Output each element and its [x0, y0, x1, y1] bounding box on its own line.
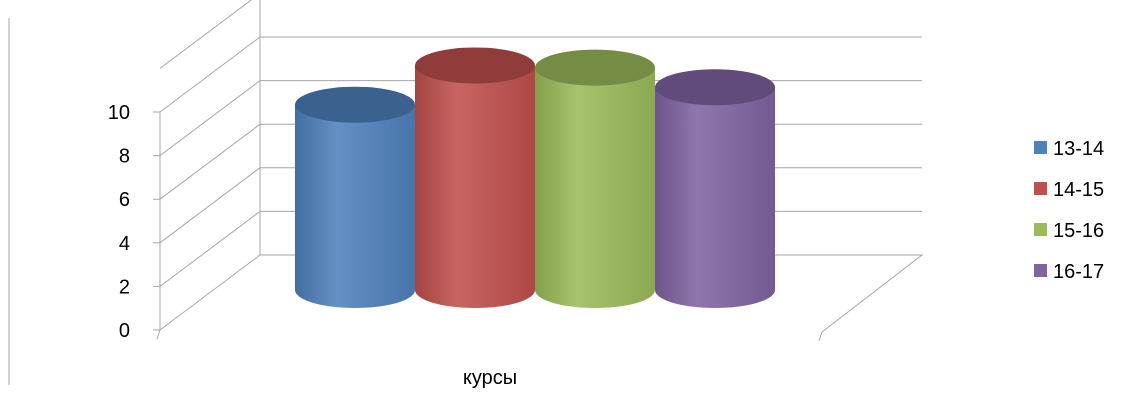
bar-14-15	[415, 47, 535, 309]
legend-swatch	[1034, 141, 1047, 154]
side-gridline	[159, 167, 261, 244]
side-gridline	[159, 36, 261, 113]
bar-top	[295, 86, 415, 123]
legend-swatch	[1034, 223, 1047, 236]
legend-label: 14-15	[1053, 179, 1104, 201]
bars	[295, 47, 775, 309]
side-gridline	[159, 80, 261, 157]
x-tick-mark	[156, 329, 161, 340]
bar-top	[655, 69, 775, 106]
legend: 13-14 14-15 15-16 16-17	[1034, 138, 1104, 283]
bar-body	[295, 104, 415, 308]
legend-label: 15-16	[1053, 220, 1104, 242]
bar-13-14	[295, 86, 415, 308]
y-tick-label: 8	[119, 146, 130, 168]
legend-item-14-15: 14-15	[1034, 179, 1104, 201]
bar-top	[415, 47, 535, 84]
y-axis: 0 2 4 6 8 10	[108, 102, 160, 342]
side-gridline	[159, 0, 253, 69]
y-tick-label: 0	[119, 320, 130, 342]
bar-body	[655, 87, 775, 308]
y-tick-label: 4	[119, 233, 130, 255]
legend-label: 16-17	[1053, 261, 1104, 283]
bar-body	[415, 65, 535, 309]
legend-swatch	[1034, 182, 1047, 195]
legend-item-16-17: 16-17	[1034, 261, 1104, 283]
legend-item-15-16: 15-16	[1034, 220, 1104, 242]
x-tick-mark	[818, 331, 823, 342]
legend-label: 13-14	[1053, 138, 1104, 160]
legend-item-13-14: 13-14	[1034, 138, 1104, 160]
side-gridline	[159, 123, 261, 200]
y-tick-label: 10	[108, 102, 130, 124]
bar-16-17	[655, 69, 775, 308]
y-tick-label: 2	[119, 276, 130, 298]
bar-top	[535, 49, 655, 86]
x-category-label: курсы	[463, 367, 517, 389]
side-gridline	[159, 210, 261, 287]
x-axis: курсы	[156, 329, 823, 389]
y-tick-label: 6	[119, 189, 130, 211]
bar-15-16	[535, 49, 655, 308]
legend-swatch	[1034, 264, 1047, 277]
bar-body	[535, 67, 655, 308]
